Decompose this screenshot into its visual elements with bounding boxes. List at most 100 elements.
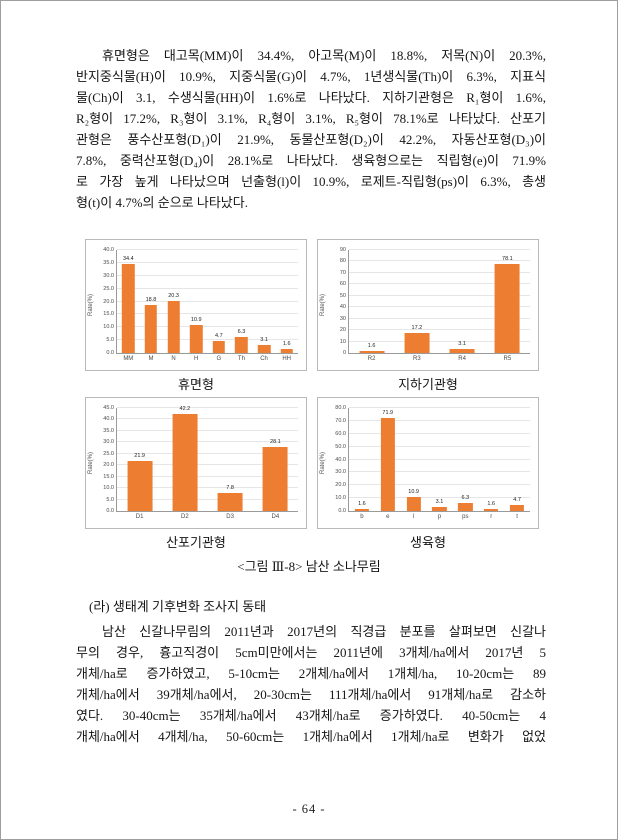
bar-value-label: 18.8 <box>145 296 157 303</box>
gridline <box>349 271 530 273</box>
y-tick-label: 0.0 <box>106 350 114 356</box>
y-tick-label: 20.0 <box>103 298 114 305</box>
text-line: 휴면형은 대고목(MM)이 34.4%, 아고목(M)이 18.8%, 저목(N… <box>102 48 546 63</box>
y-tick-label: 60.0 <box>335 430 346 437</box>
x-tick-label: D2 <box>181 514 189 520</box>
category-slot: 17.2 R3 <box>394 250 439 362</box>
gridline <box>349 249 530 250</box>
figure-caption: <그림 Ⅲ-8> 남산 소나무림 <box>237 559 381 574</box>
y-tick-label: 10.0 <box>335 495 346 502</box>
x-tick-label: M <box>148 356 154 362</box>
y-tick-label: 70 <box>339 269 346 276</box>
gridline <box>349 497 530 499</box>
y-axis-title: Rate(%) <box>320 293 326 317</box>
x-tick-label: HH <box>282 356 292 362</box>
bar-Ch <box>257 345 271 353</box>
text-line: R₂형이 17.2%, R₃형이 3.1%, R₄형이 3.1%, R₅형이 7… <box>76 111 546 126</box>
category-slot: 28.1 D4 <box>253 408 298 520</box>
bar-value-label: 1.6 <box>358 500 366 507</box>
gridline <box>117 274 298 276</box>
chart-dispersal-organ-form: Rate(%) 0.0 5.0 10.0 15.0 20.0 25.0 30.0 35.0 40.… <box>85 397 307 529</box>
y-tick-label: 40.0 <box>103 247 114 253</box>
x-tick-label: N <box>171 356 176 362</box>
x-tick-label: H <box>194 356 199 362</box>
y-tick-label: 80 <box>339 258 346 265</box>
bar-D1 <box>127 460 153 511</box>
y-axis-title: Rate(%) <box>320 451 326 475</box>
gridline <box>117 487 298 489</box>
y-tick-label: 30 <box>339 315 346 322</box>
gridline <box>349 458 530 460</box>
gridline <box>117 249 298 250</box>
gridline <box>349 317 530 319</box>
y-tick-label: 90 <box>339 247 346 253</box>
bar-r <box>484 508 499 511</box>
plot-area: 0.0 5.0 10.0 15.0 20.0 25.0 30.0 35.0 40.0 45.0 21… <box>103 405 298 520</box>
gridline <box>117 313 298 315</box>
bar-e <box>380 418 395 511</box>
bar-b <box>354 508 370 511</box>
x-tick-label: t <box>516 514 518 520</box>
bar-value-label: 1.6 <box>282 340 291 347</box>
y-tick-label: 5.0 <box>106 337 114 344</box>
x-tick-label: Ch <box>260 356 268 362</box>
x-tick-label: l <box>412 514 415 520</box>
page-number: - 64 - <box>292 802 326 816</box>
gridline <box>117 429 298 431</box>
chart-underground-organ-form: Rate(%) 0 10 20 30 40 50 60 70 80 90 1.6 R2 17.2 R3 3.1… <box>317 239 539 371</box>
x-tick-label: ps <box>462 514 469 520</box>
gridline <box>349 260 530 262</box>
y-tick-label: 25.0 <box>103 285 114 292</box>
bar-HH <box>280 348 293 353</box>
category-slot: 34.4 MM <box>117 250 140 362</box>
y-tick-label: 50 <box>339 292 346 299</box>
gridline <box>349 294 530 296</box>
category-slot: 1.6 r <box>478 408 504 520</box>
gridline <box>117 441 298 443</box>
x-tick-label: r <box>490 514 493 520</box>
bar-value-label: 7.8 <box>226 485 234 492</box>
x-tick-label: b <box>360 514 364 520</box>
bar-value-label: 10.9 <box>190 316 202 323</box>
bar-value-label: 1.6 <box>367 343 376 350</box>
plot-area: 0.0 5.0 10.0 15.0 20.0 25.0 30.0 35.0 40.0 34.4 MM… <box>103 247 298 362</box>
bar-D4 <box>262 446 288 511</box>
category-slot: 6.3 Th <box>230 250 253 362</box>
text-line: 였다. 30-40cm는 35개체/ha에서 43개체/ha로 증가하였다. 4… <box>76 708 546 723</box>
gridline <box>349 407 530 408</box>
text-line: 물(Ch)이 3.1, 수생식물(HH)이 1.6%로 나타났다. 지하기관형은… <box>76 90 546 105</box>
y-tick-label: 30.0 <box>335 469 346 476</box>
x-tick-label: MM <box>123 356 134 362</box>
x-tick-label: Th <box>237 356 245 362</box>
category-slot: 78.1 R5 <box>485 250 530 362</box>
gridline <box>349 445 530 447</box>
category-slot: 3.1 Ch <box>253 250 276 362</box>
category-slot: 4.7 t <box>504 408 530 520</box>
y-tick-label: 35.0 <box>103 259 114 266</box>
bar-p <box>432 507 447 511</box>
bar-MM <box>122 264 135 353</box>
category-slot: 6.3 ps <box>452 408 478 520</box>
category-slot: 10.9 H <box>185 250 208 362</box>
bar-value-label: 28.1 <box>270 438 281 445</box>
bar-value-label: 78.1 <box>502 255 513 262</box>
gridline <box>117 261 298 263</box>
category-slot: 20.3 N <box>162 250 185 362</box>
bar-H <box>189 324 203 353</box>
bar-value-label: 17.2 <box>411 325 423 332</box>
gridline <box>349 329 530 331</box>
bar-G <box>212 340 226 353</box>
gridline <box>349 419 530 421</box>
y-tick-label: 30.0 <box>103 272 114 279</box>
bar-value-label: 3.1 <box>458 341 466 348</box>
bar-value-label: 4.7 <box>214 332 223 339</box>
text-line: 남산 신갈나무림의 2011년과 2017년의 직경급 분포를 살펴보면 신갈나 <box>102 624 546 639</box>
text-line: 개체/ha에서 39개체/ha에서, 20-30cm는 111개체/ha에서 9… <box>76 687 546 702</box>
gridline <box>117 452 298 454</box>
text-line: 개체/ha에서 4개체/ha, 50-60cm는 1개체/ha에서 1개체/ha… <box>76 729 546 744</box>
bar-M <box>144 304 158 353</box>
x-tick-label: D4 <box>271 514 280 520</box>
y-tick-label: 25.0 <box>103 450 114 457</box>
y-axis-title: Rate(%) <box>88 293 94 317</box>
gridline <box>117 339 298 341</box>
